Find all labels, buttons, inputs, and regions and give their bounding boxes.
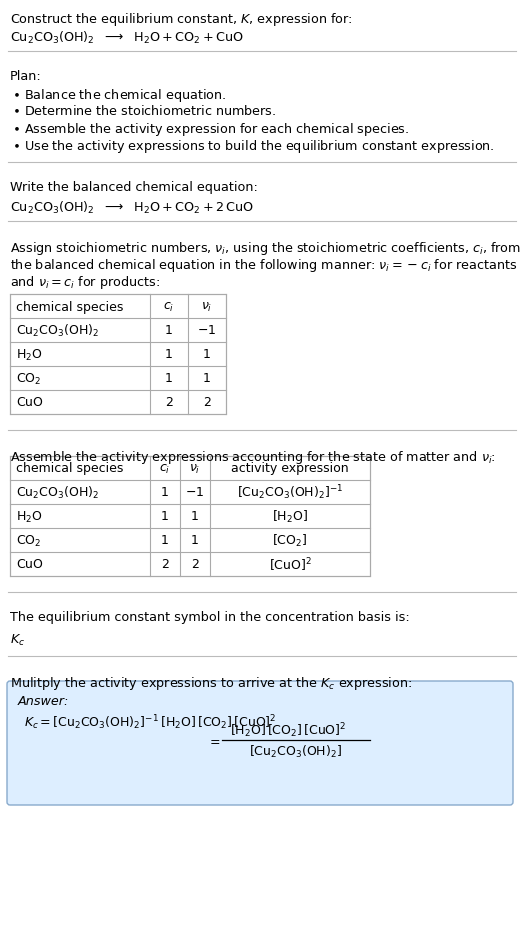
Text: $\bullet$ Assemble the activity expression for each chemical species.: $\bullet$ Assemble the activity expressi… [12,121,409,138]
Text: 2: 2 [203,396,211,409]
Text: 1: 1 [191,534,199,547]
Text: $\nu_i$: $\nu_i$ [189,462,201,475]
Text: Plan:: Plan: [10,69,42,83]
Text: $[\mathrm{CuO}]^2$: $[\mathrm{CuO}]^2$ [268,556,311,573]
Text: 1: 1 [161,486,169,499]
Text: Construct the equilibrium constant, $K$, expression for:: Construct the equilibrium constant, $K$,… [10,11,353,28]
Text: 1: 1 [203,348,211,361]
Text: $\mathrm{CuO}$: $\mathrm{CuO}$ [16,558,44,571]
Text: $c_i$: $c_i$ [159,462,171,475]
Text: chemical species: chemical species [16,462,123,475]
Text: chemical species: chemical species [16,300,123,313]
Text: Assign stoichiometric numbers, $\nu_i$, using the stoichiometric coefficients, $: Assign stoichiometric numbers, $\nu_i$, … [10,240,521,257]
Text: $\mathrm{Cu_2CO_3(OH)_2}$  $\longrightarrow$  $\mathrm{H_2O + CO_2 + CuO}$: $\mathrm{Cu_2CO_3(OH)_2}$ $\longrightarr… [10,30,244,46]
Text: 1: 1 [161,534,169,547]
Text: $\bullet$ Balance the chemical equation.: $\bullet$ Balance the chemical equation. [12,87,226,104]
Text: $\bullet$ Determine the stoichiometric numbers.: $\bullet$ Determine the stoichiometric n… [12,104,276,118]
Text: $\mathrm{H_2O}$: $\mathrm{H_2O}$ [16,509,42,524]
Text: $\bullet$ Use the activity expressions to build the equilibrium constant express: $\bullet$ Use the activity expressions t… [12,138,495,155]
Text: Write the balanced chemical equation:: Write the balanced chemical equation: [10,181,258,194]
Text: $\nu_i$: $\nu_i$ [201,300,213,313]
Text: Mulitply the activity expressions to arrive at the $K_c$ expression:: Mulitply the activity expressions to arr… [10,674,412,691]
Text: $\mathrm{Cu_2CO_3(OH)_2}$: $\mathrm{Cu_2CO_3(OH)_2}$ [16,323,99,339]
Text: $\mathrm{H_2O}$: $\mathrm{H_2O}$ [16,347,42,362]
Text: 1: 1 [165,325,173,337]
Text: 1: 1 [165,348,173,361]
Text: The equilibrium constant symbol in the concentration basis is:: The equilibrium constant symbol in the c… [10,610,410,624]
Text: $-1$: $-1$ [185,486,204,499]
Text: 2: 2 [191,558,199,571]
Text: $\mathrm{Cu_2CO_3(OH)_2}$: $\mathrm{Cu_2CO_3(OH)_2}$ [16,485,99,501]
Text: 1: 1 [203,372,211,386]
Text: 1: 1 [165,372,173,386]
Text: $\mathrm{CO_2}$: $\mathrm{CO_2}$ [16,533,41,548]
Text: and $\nu_i = c_i$ for products:: and $\nu_i = c_i$ for products: [10,274,160,290]
Text: $[\mathrm{H_2O}]$: $[\mathrm{H_2O}]$ [272,508,308,525]
Text: $K_c = [\mathrm{Cu_2CO_3(OH)_2}]^{-1}\,[\mathrm{H_2O}]\,[\mathrm{CO_2}]\,[\mathr: $K_c = [\mathrm{Cu_2CO_3(OH)_2}]^{-1}\,[… [24,713,277,731]
Text: $[\mathrm{H_2O}]\,[\mathrm{CO_2}]\,[\mathrm{CuO}]^2$: $[\mathrm{H_2O}]\,[\mathrm{CO_2}]\,[\mat… [230,721,346,740]
Text: Assemble the activity expressions accounting for the state of matter and $\nu_i$: Assemble the activity expressions accoun… [10,448,496,466]
Text: $[\mathrm{CO_2}]$: $[\mathrm{CO_2}]$ [272,532,308,548]
Text: Answer:: Answer: [18,694,69,707]
Text: $\mathrm{Cu_2CO_3(OH)_2}$  $\longrightarrow$  $\mathrm{H_2O + CO_2 + 2\,CuO}$: $\mathrm{Cu_2CO_3(OH)_2}$ $\longrightarr… [10,200,254,216]
Text: $[\mathrm{Cu_2CO_3(OH)_2}]$: $[\mathrm{Cu_2CO_3(OH)_2}]$ [249,744,343,760]
Text: $K_c$: $K_c$ [10,632,25,647]
Text: the balanced chemical equation in the following manner: $\nu_i = -c_i$ for react: the balanced chemical equation in the fo… [10,257,517,274]
Text: $[\mathrm{Cu_2CO_3(OH)_2}]^{-1}$: $[\mathrm{Cu_2CO_3(OH)_2}]^{-1}$ [237,484,343,502]
Text: $\mathrm{CuO}$: $\mathrm{CuO}$ [16,396,44,409]
Text: $c_i$: $c_i$ [163,300,174,313]
Text: $=$: $=$ [207,734,221,746]
Text: $-1$: $-1$ [198,325,216,337]
Text: 2: 2 [161,558,169,571]
FancyBboxPatch shape [7,682,513,805]
Bar [10,295,226,414]
Text: $\mathrm{CO_2}$: $\mathrm{CO_2}$ [16,371,41,387]
Text: activity expression: activity expression [231,462,349,475]
Text: 1: 1 [161,510,169,523]
Text: 1: 1 [191,510,199,523]
Text: 2: 2 [165,396,173,409]
Bar [10,457,370,576]
